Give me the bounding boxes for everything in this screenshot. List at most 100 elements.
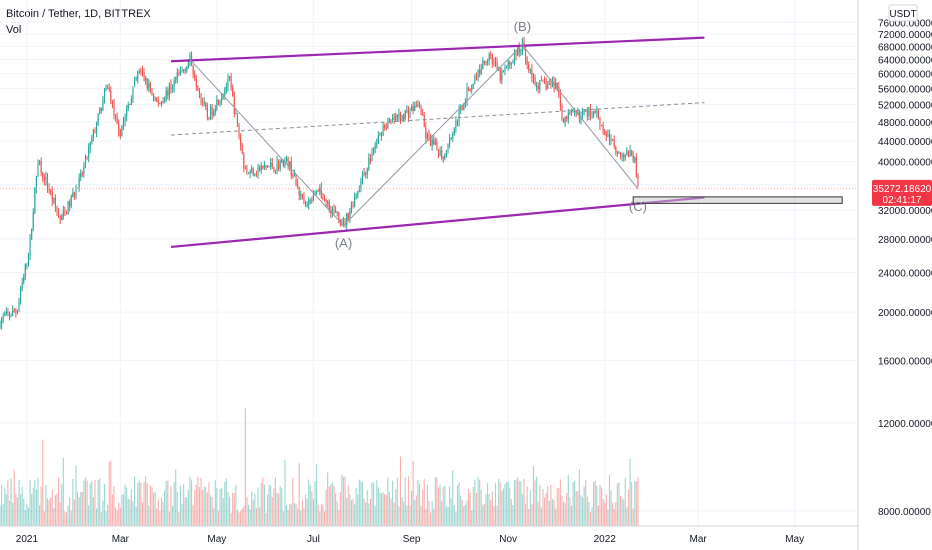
volume-bar (428, 500, 430, 526)
candle (455, 120, 457, 129)
candle (574, 110, 576, 112)
candle (621, 155, 623, 157)
candle (157, 100, 159, 104)
candle (599, 117, 601, 126)
volume-bar (468, 488, 470, 526)
price-tick-label: 60000.00000 (878, 70, 932, 81)
candle (148, 83, 150, 88)
volume-bar (479, 479, 481, 526)
volume-bar (523, 478, 525, 526)
volume-bar (7, 479, 9, 526)
volume-bar (293, 503, 295, 526)
volume-bar (255, 508, 258, 526)
candle (634, 157, 636, 161)
volume-bar (347, 485, 349, 526)
volume-bar (422, 490, 424, 526)
volume-bar (369, 498, 371, 526)
volume-bar (34, 480, 36, 526)
volume-bar (274, 477, 277, 526)
volume-bar (240, 510, 242, 526)
candle (556, 82, 558, 88)
volume-bar (157, 498, 159, 526)
lower-channel-line[interactable] (170, 196, 705, 249)
volume-bar (320, 504, 322, 526)
volume-bar (1, 485, 3, 526)
candle (232, 87, 234, 97)
candle (265, 165, 267, 167)
candle (75, 187, 77, 197)
volume-bar (148, 505, 150, 526)
candle (118, 123, 120, 132)
candle (143, 72, 145, 81)
candle (352, 203, 354, 207)
volume-bar (244, 408, 246, 526)
candle (523, 40, 525, 49)
candle (396, 115, 398, 117)
support-zone-box[interactable] (632, 196, 843, 204)
candle (354, 197, 356, 207)
volume-bar (170, 486, 172, 526)
volume-bar (312, 499, 314, 526)
candle (509, 61, 511, 65)
candle (195, 79, 197, 86)
candle (583, 110, 585, 112)
last-price-value: 35272.18620 (873, 184, 932, 195)
candle (588, 108, 590, 116)
candle (434, 141, 436, 145)
candle (61, 215, 63, 221)
candle (205, 102, 207, 109)
volume-bar (134, 476, 136, 526)
time-tick-label: May (785, 534, 804, 545)
volume-bar (566, 492, 568, 526)
candle (414, 105, 416, 112)
volume-bar (317, 504, 319, 526)
wave-line[interactable] (189, 59, 344, 226)
candle (447, 144, 449, 153)
volume-bar (298, 463, 300, 526)
candle (224, 89, 226, 95)
volume-bar (506, 481, 508, 526)
volume-bar (499, 482, 501, 526)
candle (371, 153, 373, 161)
candle (173, 80, 175, 88)
candle (233, 96, 235, 114)
volume-bar (544, 497, 546, 526)
candle (449, 138, 451, 145)
candle (399, 113, 402, 121)
candle (411, 106, 413, 111)
volume-bar (183, 484, 185, 526)
volume-bar (273, 488, 275, 526)
volume-bar (437, 487, 440, 526)
volume-bar (211, 496, 213, 526)
candle (376, 143, 378, 145)
volume-bar (165, 481, 167, 526)
volume-bar (477, 477, 479, 526)
volume-bar (374, 505, 376, 526)
candle (27, 255, 30, 264)
candle (361, 173, 364, 181)
wave-line[interactable] (343, 44, 523, 226)
candle (189, 54, 191, 62)
candle (547, 84, 549, 89)
candle (463, 103, 465, 110)
volume-bar (547, 486, 549, 526)
volume-bar (154, 491, 156, 526)
candle (134, 80, 136, 87)
volume-indicator-label[interactable]: Vol (6, 24, 22, 36)
volume-bar (371, 482, 373, 526)
volume-bar (487, 483, 489, 526)
price-tick-label: 8000.00000 (878, 507, 931, 518)
candle (525, 48, 527, 60)
candle (21, 282, 23, 290)
candle (202, 101, 204, 103)
volume-bar (567, 475, 569, 526)
mid-channel-dashed-line[interactable] (170, 102, 705, 136)
wave-line[interactable] (522, 44, 639, 190)
volume-bar (97, 480, 99, 526)
candle (88, 148, 90, 159)
volume-bar (323, 511, 326, 526)
upper-channel-line[interactable] (170, 36, 705, 63)
candle (26, 263, 28, 265)
volume-bar (354, 504, 356, 526)
